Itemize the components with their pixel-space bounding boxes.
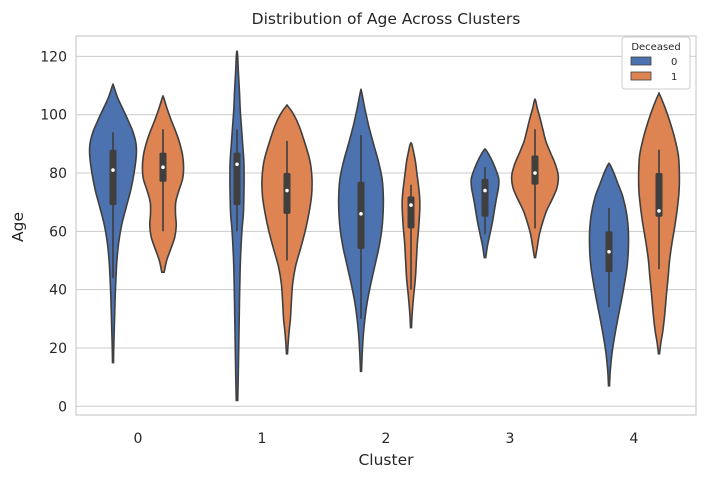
violin-median	[657, 209, 661, 213]
violin-cluster-2-deceased-0	[337, 88, 385, 373]
y-tick-label-120: 120	[40, 49, 67, 65]
violin-median	[533, 171, 537, 175]
violin-cluster-3-deceased-0	[470, 148, 500, 259]
x-tick-label-0: 0	[134, 431, 143, 447]
y-axis-label: Age	[9, 212, 27, 242]
violin-median	[235, 162, 239, 167]
violin-iqr-box	[531, 155, 539, 185]
violin-cluster-1-deceased-1	[261, 104, 313, 355]
y-tick-label-60: 60	[49, 224, 67, 240]
y-tick-label-80: 80	[49, 166, 67, 182]
violin-cluster-4-deceased-1	[637, 92, 681, 355]
x-tick-label-4: 4	[630, 431, 639, 447]
x-tick-label-3: 3	[506, 431, 515, 447]
violin-iqr-box	[233, 152, 241, 206]
violin-median	[161, 165, 165, 169]
chart-title: Distribution of Age Across Clusters	[252, 10, 521, 28]
plot-border	[75, 35, 697, 416]
x-tick-labels: 0 1 2 3 4	[134, 431, 639, 447]
violin-iqr-box	[407, 196, 415, 229]
violin-median	[285, 188, 289, 193]
legend-title: Deceased	[631, 42, 680, 53]
violins-layer	[88, 50, 681, 402]
legend-label-1: 1	[671, 72, 677, 83]
grid-lines	[76, 55, 696, 407]
violin-cluster-0-deceased-0	[88, 83, 138, 364]
violin-iqr-box	[283, 173, 291, 214]
plot-frame	[75, 35, 697, 416]
x-axis-label: Cluster	[358, 451, 414, 469]
y-tick-label-20: 20	[49, 341, 67, 357]
violin-cluster-3-deceased-1	[510, 98, 560, 259]
violin-median	[359, 212, 363, 216]
x-tick-label-1: 1	[258, 431, 267, 447]
violin-cluster-1-deceased-0	[229, 50, 245, 402]
y-tick-label-40: 40	[49, 283, 67, 299]
legend-swatch-1	[630, 71, 652, 81]
y-tick-label-0: 0	[58, 399, 67, 415]
y-tick-labels: 0 20 40 60 80 100 120	[40, 49, 67, 415]
legend-swatch-0	[630, 56, 652, 66]
y-tick-label-100: 100	[40, 108, 67, 124]
legend-label-0: 0	[671, 57, 677, 68]
violin-iqr-box	[109, 149, 117, 206]
violin-iqr-box	[481, 178, 489, 217]
violin-median	[607, 249, 611, 254]
legend: Deceased 0 1	[621, 36, 691, 90]
violin-cluster-2-deceased-1	[401, 141, 421, 329]
violin-iqr-box	[655, 173, 663, 217]
x-tick-label-2: 2	[382, 431, 391, 447]
violin-median	[111, 168, 115, 172]
violin-median	[483, 188, 487, 193]
violin-median	[409, 203, 413, 207]
violin-cluster-0-deceased-1	[141, 94, 185, 273]
violin-cluster-4-deceased-0	[588, 162, 630, 387]
